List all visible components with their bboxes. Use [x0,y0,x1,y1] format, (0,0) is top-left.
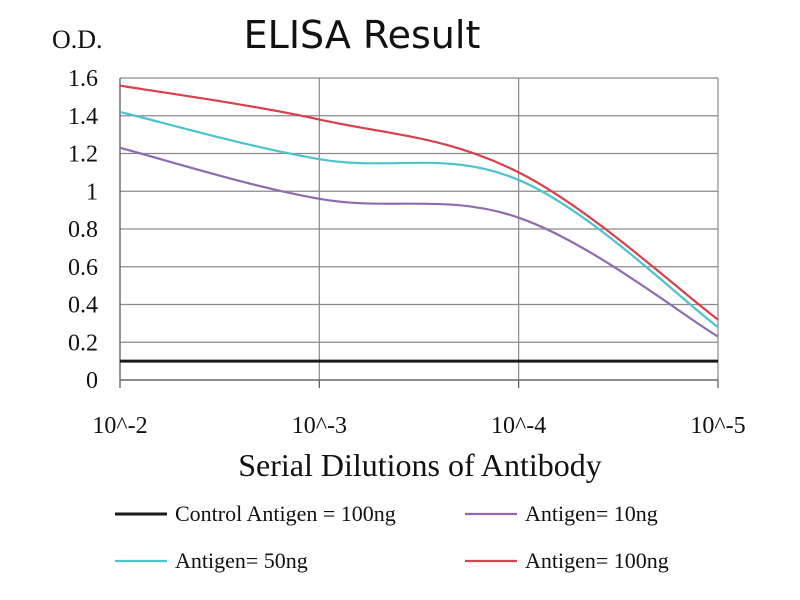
y-tick-label: 1.6 [68,66,98,92]
x-tick-label: 10^-5 [690,413,745,439]
chart-title: ELISA Result [244,13,481,57]
legend-label: Antigen= 50ng [175,548,308,573]
y-tick-label: 0 [86,368,98,394]
y-tick-labels: 0 0.2 0.4 0.6 0.8 1 1.2 1.4 1.6 [68,66,98,394]
y-tick-label: 1.2 [68,142,98,168]
legend-label: Antigen= 100ng [525,548,669,573]
y-tick-label: 1.4 [68,104,98,130]
y-tick-label: 0.6 [68,255,98,281]
legend-item: Antigen= 50ng [115,548,308,573]
x-tick-label: 10^-3 [292,413,347,439]
series-line-4 [119,84,719,321]
series-lines [119,84,719,363]
y-axis-label: O.D. [52,25,103,54]
legend-label: Control Antigen = 100ng [175,501,396,526]
grid-lines [120,77,719,380]
y-tick-label: 0.2 [68,330,98,356]
series-line-3 [119,110,719,329]
legend-item: Antigen= 100ng [465,548,669,573]
y-tick-label: 0.4 [68,293,98,319]
legend-item: Antigen= 10ng [465,501,658,526]
x-tick-label: 10^-4 [491,413,546,439]
y-tick-label: 0.8 [68,217,98,243]
x-axis-label: Serial Dilutions of Antibody [238,447,602,483]
x-tick-label: 10^-2 [92,413,147,439]
legend: Control Antigen = 100ng Antigen= 10ng Anti… [115,501,669,573]
y-tick-label: 1 [86,179,98,205]
legend-label: Antigen= 10ng [525,501,658,526]
legend-item: Control Antigen = 100ng [115,501,396,526]
axes [119,78,719,388]
series-line-2 [119,146,719,338]
x-tick-labels: 10^-2 10^-3 10^-4 10^-5 [92,413,745,439]
